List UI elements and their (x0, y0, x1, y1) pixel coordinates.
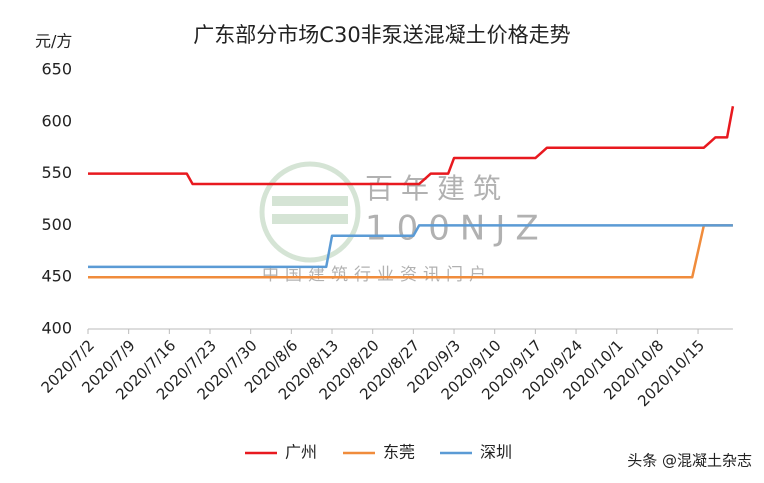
y-tick-label: 500 (41, 215, 72, 234)
watermark-logo (272, 196, 348, 206)
watermark-code: 100NJZ (365, 209, 549, 249)
y-tick-label: 450 (41, 267, 72, 286)
watermark-slogan: 中国建筑行业资讯门户 (262, 265, 492, 285)
series-line (88, 224, 733, 279)
legend-label: 深圳 (480, 443, 512, 462)
y-tick-label: 400 (41, 319, 72, 338)
watermark-brand: 百年建筑 (365, 172, 509, 205)
legend-label: 广州 (285, 443, 317, 462)
legend-label: 东莞 (383, 443, 415, 462)
watermark: 百年建筑 100NJZ 中国建筑行业资讯门户 (259, 161, 549, 285)
series-line (88, 224, 733, 269)
chart-title: 广东部分市场C30非泵送混凝土价格走势 (193, 23, 570, 47)
y-tick-label: 600 (41, 111, 72, 130)
y-tick-label: 550 (41, 163, 72, 182)
watermark-logo (259, 161, 361, 263)
series-line (88, 106, 735, 186)
y-tick-label: 650 (41, 60, 72, 79)
source: 头条 @混凝土杂志 (627, 452, 752, 470)
watermark-logo (272, 214, 348, 224)
y-axis-label: 元/方 (35, 32, 72, 51)
